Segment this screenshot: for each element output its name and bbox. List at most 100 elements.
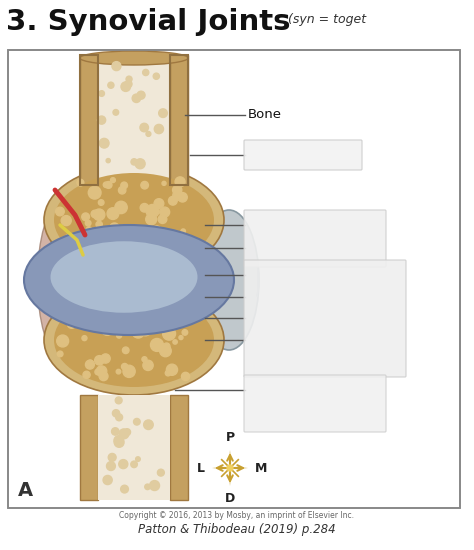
Ellipse shape (24, 225, 234, 335)
Circle shape (99, 91, 104, 96)
Circle shape (116, 370, 121, 374)
Bar (8, 50, 460, 508)
Circle shape (175, 177, 185, 187)
Text: 3. Synovial Joints: 3. Synovial Joints (6, 8, 291, 36)
Bar (80, 395, 98, 500)
Circle shape (82, 336, 87, 340)
Circle shape (178, 245, 191, 257)
Circle shape (178, 302, 187, 312)
Circle shape (114, 437, 124, 447)
Circle shape (57, 335, 69, 347)
Text: A: A (18, 481, 33, 499)
Circle shape (140, 123, 148, 132)
Circle shape (85, 220, 91, 226)
Circle shape (107, 461, 115, 470)
Circle shape (150, 338, 164, 351)
Circle shape (69, 311, 80, 323)
Circle shape (68, 306, 74, 311)
Circle shape (153, 73, 159, 79)
Circle shape (98, 200, 104, 205)
Text: L: L (197, 461, 205, 475)
Circle shape (107, 208, 119, 219)
Circle shape (82, 213, 90, 221)
Circle shape (173, 185, 182, 195)
Circle shape (163, 327, 175, 340)
Circle shape (134, 419, 140, 425)
Circle shape (101, 354, 110, 363)
Circle shape (163, 343, 170, 350)
Circle shape (113, 109, 118, 115)
Ellipse shape (199, 210, 259, 350)
Circle shape (124, 428, 130, 436)
Circle shape (144, 420, 153, 430)
Text: P: P (226, 431, 235, 444)
Circle shape (156, 298, 168, 310)
Circle shape (77, 179, 84, 186)
Circle shape (100, 139, 109, 148)
Circle shape (182, 372, 190, 381)
Circle shape (146, 205, 159, 217)
Circle shape (121, 297, 135, 310)
Circle shape (110, 178, 115, 183)
Circle shape (150, 240, 155, 246)
Circle shape (123, 365, 135, 377)
Circle shape (118, 186, 126, 194)
Circle shape (96, 366, 107, 376)
Circle shape (178, 192, 187, 202)
Circle shape (85, 360, 94, 369)
Circle shape (148, 249, 158, 258)
Ellipse shape (69, 261, 199, 281)
Circle shape (108, 82, 114, 89)
Bar (80, 55, 98, 185)
Bar (98, 395, 170, 500)
Circle shape (129, 296, 143, 310)
Circle shape (121, 82, 130, 91)
Circle shape (139, 324, 151, 336)
Polygon shape (235, 467, 248, 469)
Circle shape (141, 236, 150, 245)
Circle shape (168, 196, 177, 205)
Circle shape (150, 481, 160, 491)
Circle shape (116, 414, 123, 421)
Bar (170, 395, 188, 500)
Ellipse shape (44, 165, 224, 275)
Ellipse shape (54, 293, 214, 387)
FancyBboxPatch shape (244, 210, 386, 267)
Circle shape (115, 201, 127, 213)
Circle shape (124, 317, 136, 328)
Circle shape (158, 215, 167, 223)
Circle shape (179, 336, 183, 339)
FancyBboxPatch shape (244, 140, 362, 170)
Bar (80, 55, 98, 185)
Circle shape (158, 242, 163, 246)
Circle shape (181, 229, 185, 234)
Circle shape (159, 109, 167, 118)
Circle shape (78, 302, 82, 306)
Text: D: D (225, 492, 235, 505)
Circle shape (131, 461, 137, 468)
Circle shape (99, 372, 108, 381)
Circle shape (106, 158, 110, 163)
Circle shape (67, 320, 76, 328)
Circle shape (161, 248, 165, 252)
Circle shape (157, 469, 164, 476)
Circle shape (103, 475, 112, 485)
Circle shape (166, 364, 178, 375)
Circle shape (160, 345, 171, 357)
Circle shape (121, 182, 128, 189)
FancyBboxPatch shape (244, 375, 386, 432)
Circle shape (146, 214, 157, 225)
Circle shape (173, 340, 177, 344)
Circle shape (68, 299, 80, 310)
Circle shape (121, 364, 128, 370)
Circle shape (96, 221, 102, 228)
Circle shape (137, 91, 145, 99)
Circle shape (55, 207, 64, 216)
Bar (170, 55, 188, 185)
Circle shape (65, 234, 73, 243)
Circle shape (163, 302, 173, 313)
Bar (98, 55, 170, 185)
Ellipse shape (80, 51, 188, 65)
Circle shape (99, 301, 105, 308)
Circle shape (121, 485, 128, 493)
